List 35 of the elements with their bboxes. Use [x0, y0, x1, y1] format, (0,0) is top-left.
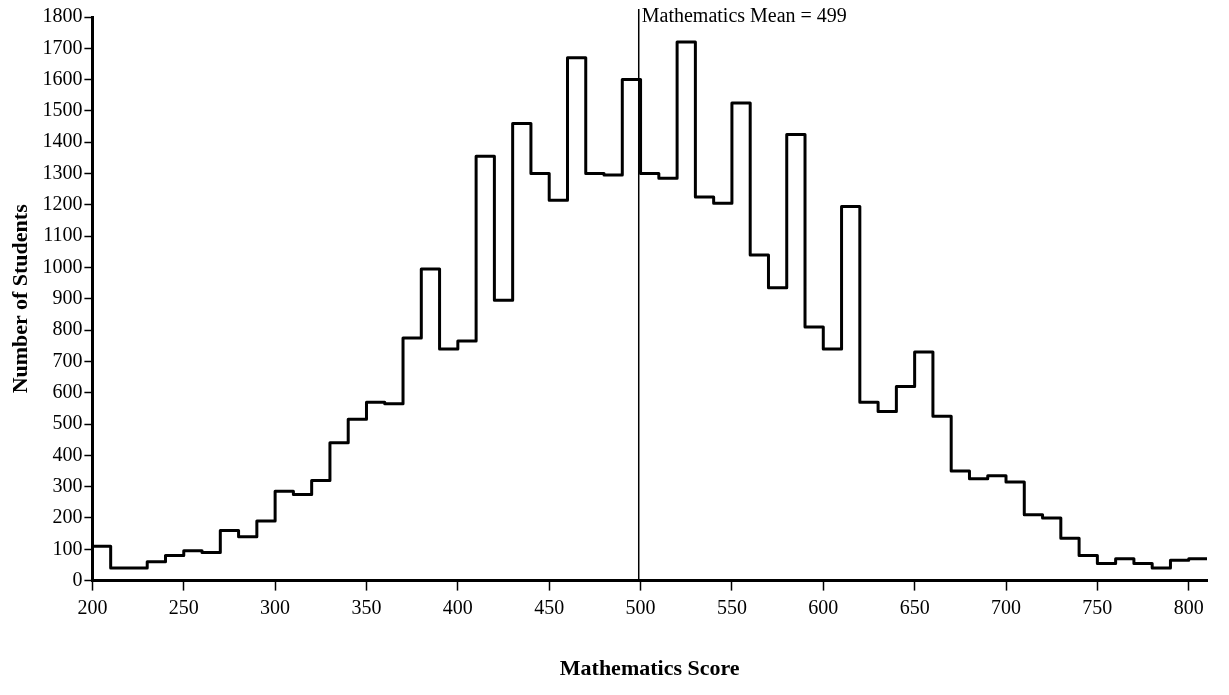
x-tick-label: 350	[351, 595, 382, 618]
y-tick-label: 700	[52, 348, 83, 371]
x-tick-label: 600	[808, 595, 839, 618]
x-tick-label: 500	[625, 595, 656, 618]
y-tick-label: 900	[52, 286, 83, 309]
x-tick-label: 550	[716, 595, 747, 618]
y-tick-label: 1400	[42, 129, 83, 152]
y-tick-label: 1800	[42, 4, 83, 27]
x-tick-label: 700	[991, 595, 1022, 618]
x-tick-label: 300	[260, 595, 291, 618]
y-tick-label: 400	[52, 442, 83, 465]
ref-line-label: Mathematics Mean = 499	[641, 4, 847, 27]
y-tick-label: 300	[52, 473, 83, 496]
y-axis-title: Number of Students	[6, 203, 32, 394]
x-tick-label: 450	[534, 595, 565, 618]
x-tick-label: 250	[168, 595, 199, 618]
y-tick-label: 1200	[42, 192, 83, 215]
y-tick-label: 1000	[42, 254, 83, 277]
x-tick-label: 400	[442, 595, 473, 618]
y-tick-label: 200	[52, 505, 83, 528]
y-tick-label: 1300	[42, 160, 83, 183]
y-tick-label: 1700	[42, 35, 83, 58]
x-axis-title: Mathematics Score	[559, 655, 740, 681]
y-tick-label: 1100	[43, 223, 83, 246]
y-tick-label: 1500	[42, 98, 83, 121]
x-tick-label: 750	[1082, 595, 1113, 618]
y-tick-label: 500	[52, 411, 83, 434]
y-tick-label: 100	[52, 536, 83, 559]
y-tick-label: 800	[52, 317, 83, 340]
x-tick-label: 800	[1173, 595, 1204, 618]
x-tick-label: 650	[899, 595, 930, 618]
y-tick-label: 600	[52, 379, 83, 402]
y-tick-label: 0	[72, 567, 83, 590]
x-tick-label: 200	[77, 595, 108, 618]
y-tick-label: 1600	[42, 66, 83, 89]
